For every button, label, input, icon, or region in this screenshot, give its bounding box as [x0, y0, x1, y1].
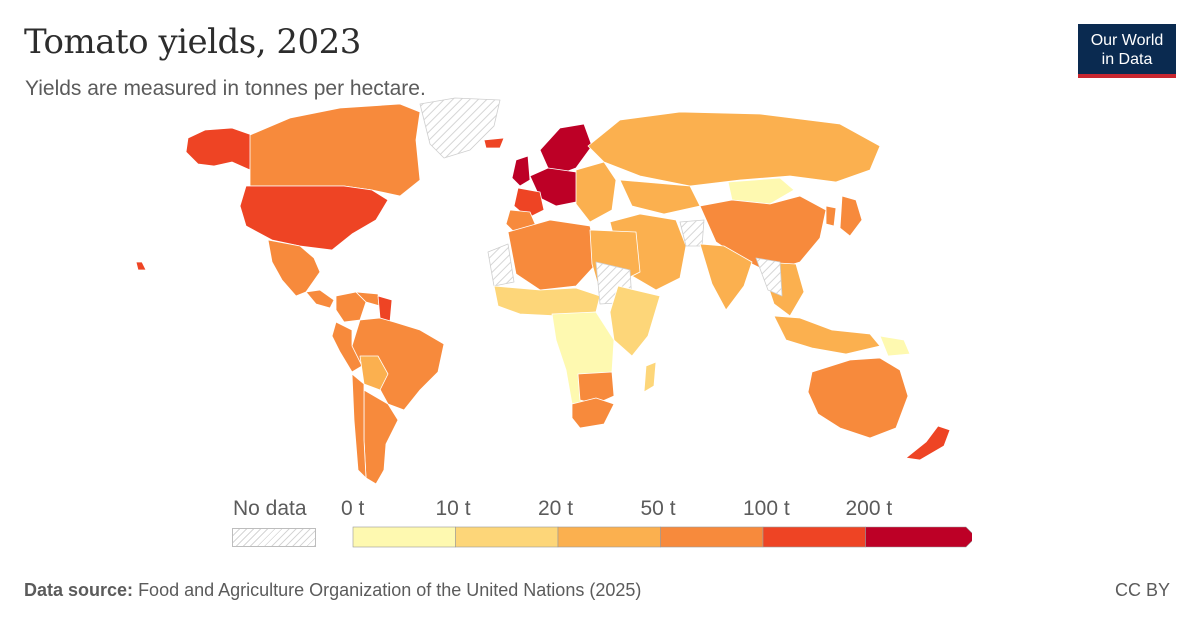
region-east-africa[interactable] — [609, 285, 661, 357]
region-madagascar[interactable] — [643, 361, 657, 393]
region-south-africa[interactable] — [571, 397, 615, 429]
region-korea[interactable] — [825, 205, 837, 227]
legend-tick-label: 100 t — [743, 497, 790, 520]
region-eastern-europe[interactable] — [575, 161, 617, 223]
logo-line-2: in Data — [1101, 51, 1153, 68]
legend-tick-label: 10 t — [435, 497, 471, 520]
chart-subtitle: Yields are measured in tonnes per hectar… — [25, 77, 426, 100]
region-chile[interactable] — [351, 373, 367, 479]
legend-tick-label: 50 t — [640, 497, 676, 520]
region-greenland[interactable] — [419, 97, 501, 159]
region-mongolia[interactable] — [727, 177, 795, 205]
region-bolivia[interactable] — [359, 355, 389, 391]
footer-source: Data source: Food and Agriculture Organi… — [24, 580, 641, 601]
region-france[interactable] — [513, 187, 545, 219]
region-scandinavia[interactable] — [539, 123, 593, 175]
legend-tick-label: 200 t — [845, 497, 893, 520]
region-kazakhstan[interactable] — [619, 179, 701, 215]
legend-no-data-swatch — [232, 528, 316, 547]
legend-bin-swatch — [455, 526, 559, 548]
region-russia[interactable] — [587, 111, 881, 187]
region-india[interactable] — [699, 243, 753, 311]
footer-source-text: Food and Agriculture Organization of the… — [138, 580, 642, 600]
region-sahel[interactable] — [493, 285, 601, 317]
region-southern-africa[interactable] — [577, 371, 615, 405]
region-peru[interactable] — [331, 321, 363, 373]
region-united-kingdom[interactable] — [511, 155, 531, 187]
region-canada[interactable] — [249, 103, 421, 197]
owid-logo[interactable]: Our World in Data — [1078, 24, 1176, 78]
region-new-zealand[interactable] — [905, 425, 951, 461]
footer-source-label: Data source: — [24, 580, 134, 600]
legend-tick-label: 0 t — [341, 497, 365, 520]
region-north-africa[interactable] — [507, 219, 599, 291]
region-alaska[interactable] — [185, 127, 253, 171]
legend-color-bar — [352, 526, 972, 548]
region-australia[interactable] — [807, 357, 909, 439]
legend-bin-swatch — [352, 526, 456, 548]
legend-bin-swatch — [865, 526, 972, 548]
region-central-america[interactable] — [305, 289, 335, 309]
region-mexico[interactable] — [267, 239, 321, 297]
region-united-states[interactable] — [239, 185, 389, 251]
region-iceland[interactable] — [483, 137, 505, 149]
legend-bin-swatch — [557, 526, 661, 548]
legend-tick-label: 20 t — [538, 497, 574, 520]
region-papua-new-guinea[interactable] — [879, 335, 911, 357]
chart-title: Tomato yields, 2023 — [24, 22, 361, 62]
logo-line-1: Our World — [1090, 32, 1164, 49]
region-japan[interactable] — [839, 195, 863, 237]
legend-bin-swatch — [660, 526, 764, 548]
region-western-sahara[interactable] — [487, 243, 515, 287]
region-indonesia[interactable] — [773, 315, 881, 355]
footer-license[interactable]: CC BY — [1114, 580, 1170, 600]
legend-bin-swatch — [762, 526, 866, 548]
legend-no-data-label: No data — [233, 497, 307, 520]
region-myanmar-laos[interactable] — [755, 257, 783, 297]
region-hawaii[interactable] — [135, 261, 147, 271]
